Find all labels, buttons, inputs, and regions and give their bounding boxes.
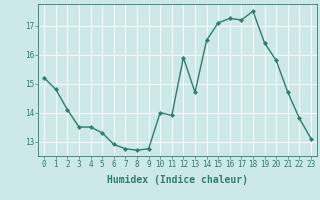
X-axis label: Humidex (Indice chaleur): Humidex (Indice chaleur)	[107, 175, 248, 185]
